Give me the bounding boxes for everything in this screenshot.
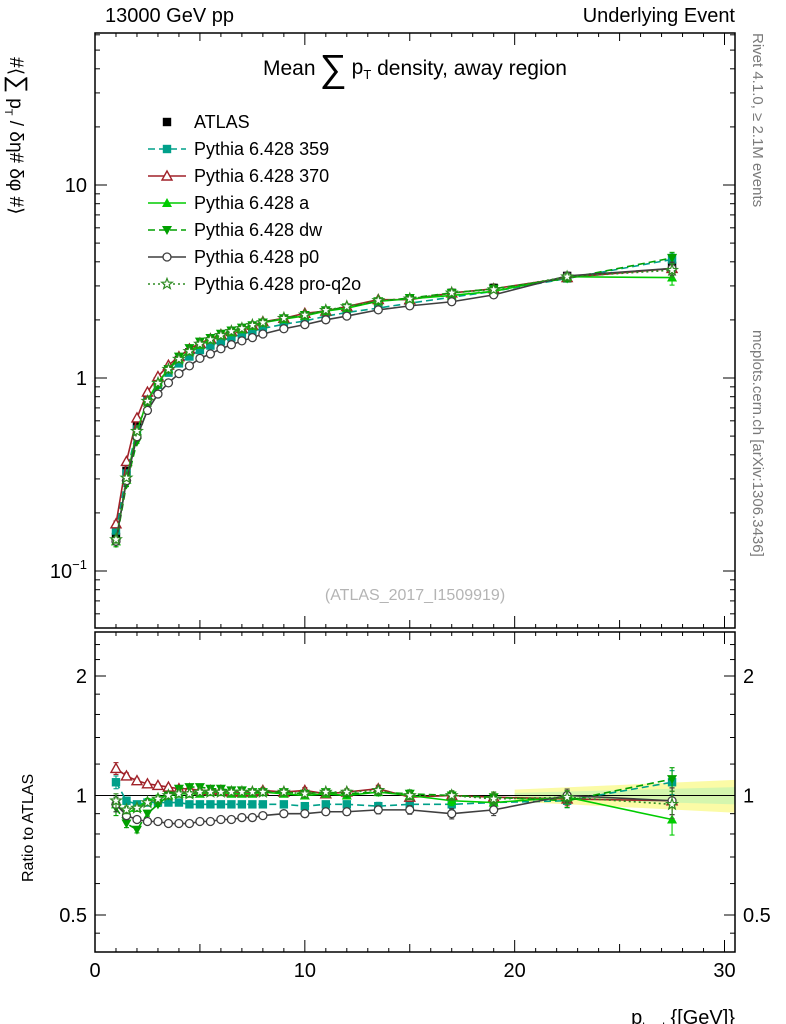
series-main-a: [110, 270, 678, 546]
svg-text:1: 1: [743, 786, 754, 808]
series-main-pro-q2o: [109, 262, 680, 546]
axis-tick-labels: 0 10 20 30 10 1 10−1 2 2 1 1 0.5 0.5: [50, 175, 771, 982]
title-suffix: density, away region: [371, 57, 567, 80]
legend-entry-label: Pythia 6.428 359: [194, 139, 329, 159]
svg-text:1: 1: [76, 368, 87, 390]
series-ratio-pro-q2o: [109, 783, 680, 820]
svg-text:10−1: 10−1: [50, 557, 87, 583]
legend-entry-label: Pythia 6.428 dw: [194, 220, 323, 240]
series-main-370: [109, 261, 679, 529]
svg-text:10: 10: [294, 960, 316, 982]
legend-entry-label: Pythia 6.428 p0: [194, 247, 319, 267]
svg-text:2: 2: [76, 666, 87, 688]
series-main-dw: [110, 251, 678, 549]
ratio-y-axis-label: Ratio to ATLAS: [20, 773, 37, 882]
plot-title: Mean ∑ pT density, away region: [95, 46, 735, 92]
title-prefix: Mean: [263, 57, 316, 80]
analysis-category-label: Underlying Event: [582, 5, 735, 27]
atlas-uncertainty-band: [514, 779, 735, 813]
x-axis-label: pleadT {[GeV]}: [609, 984, 735, 1024]
main-panel-frame: [94, 32, 736, 629]
sum-symbol: ∑: [319, 48, 347, 90]
svg-text:20: 20: [504, 960, 526, 982]
svg-text:0.5: 0.5: [743, 905, 771, 927]
series-main-359: [111, 253, 677, 535]
svg-text:10: 10: [65, 175, 87, 197]
svg-text:1: 1: [76, 786, 87, 808]
legend-entry-label: Pythia 6.428 pro-q2o: [194, 274, 361, 294]
svg-text:30: 30: [713, 960, 735, 982]
sum-symbol: ∑: [4, 75, 32, 93]
series-atlas: [111, 261, 677, 542]
axis-ticks: [94, 33, 735, 952]
svg-text:0: 0: [89, 960, 100, 982]
mcplots-credit-label: mcplots.cern.ch [arXiv:1306.3436]: [749, 330, 766, 557]
legend-entry-label: Pythia 6.428 a: [194, 193, 310, 213]
title-pt: pT: [351, 55, 372, 83]
legend-entry-label: ATLAS: [194, 112, 250, 132]
svg-text:0.5: 0.5: [59, 905, 87, 927]
rivet-version-label: Rivet 4.1.0, ≥ 2.1M events: [749, 33, 766, 208]
ratio-panel-frame: [94, 631, 736, 953]
xlabel-superscript-stack: leadT: [642, 1021, 665, 1024]
beam-energy-label: 13000 GeV pp: [105, 5, 234, 27]
series-main-p0: [111, 261, 677, 546]
legend-entry-label: Pythia 6.428 370: [194, 166, 329, 186]
main-y-axis-label: #⟨∑ pT / δη# δφ #⟩: [2, 57, 32, 215]
legend: ATLAS Pythia 6.428 359 Pythia 6.428 370 Pyt…: [148, 112, 361, 294]
svg-text:2: 2: [743, 666, 754, 688]
analysis-id-watermark: (ATLAS_2017_I1509919): [324, 587, 506, 604]
